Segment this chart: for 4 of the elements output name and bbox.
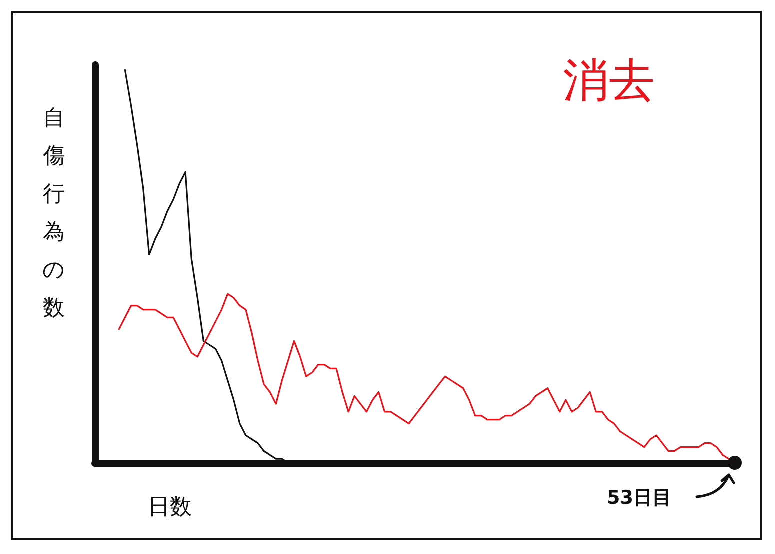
y-axis-title: 自傷行為の数 <box>42 105 66 323</box>
text: 53日目 <box>607 486 672 511</box>
chart-title: 消去 <box>563 54 655 106</box>
x-axis-title: 日数 <box>148 494 192 522</box>
